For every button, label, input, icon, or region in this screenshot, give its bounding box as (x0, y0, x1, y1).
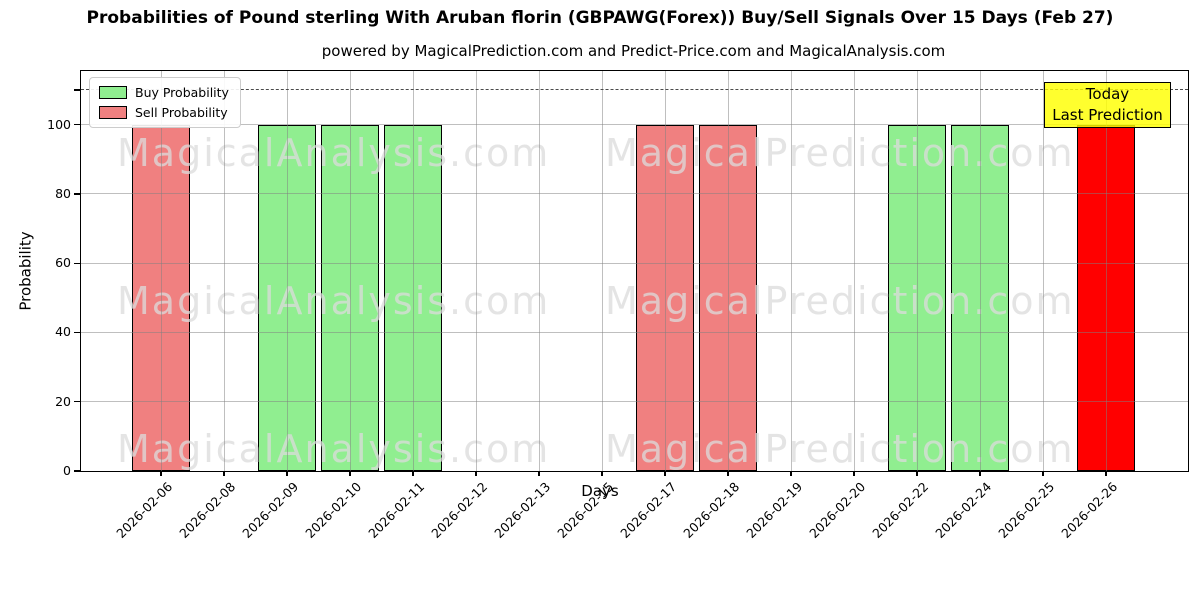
y-tick-mark (73, 193, 80, 195)
x-tick-label: 2026-02-25 (995, 479, 1058, 541)
legend-row: Sell Probability (99, 105, 229, 120)
grid-line-vertical (349, 71, 351, 471)
annotation-line-2: Last Prediction (1052, 106, 1163, 124)
x-tick-mark (979, 471, 981, 476)
plot-area: Probability Buy Probability Sell Probabil… (17, 70, 1189, 541)
grid-line-vertical (664, 71, 666, 471)
y-tick-label: 60 (55, 255, 71, 271)
y-axis-label: Probability (17, 231, 36, 311)
y-tick-label: 0 (63, 463, 71, 479)
x-tick-label: 2026-02-17 (617, 479, 680, 541)
x-tick-mark (853, 471, 855, 476)
annotation-line-1: Today (1085, 85, 1130, 103)
grid-line-vertical (1105, 71, 1107, 471)
y-axis-label-column: Probability (15, 71, 37, 471)
x-tick-label: 2026-02-11 (365, 479, 428, 541)
y-tick-label: 80 (55, 186, 71, 202)
grid-line-horizontal (81, 262, 1188, 264)
x-tick-label: 2026-02-13 (491, 479, 554, 541)
grid-line-vertical (538, 71, 540, 471)
y-tick-label: 40 (55, 324, 71, 340)
grid-line-vertical (412, 71, 414, 471)
legend-swatch (99, 86, 127, 99)
legend-row: Buy Probability (99, 85, 229, 100)
grid-line-vertical (727, 71, 729, 471)
x-tick-label: 2026-02-26 (1058, 479, 1121, 541)
grid-line-horizontal (81, 124, 1188, 126)
grid-line-vertical (601, 71, 603, 471)
x-tick-label: 2026-02-20 (806, 479, 869, 541)
grid-line-vertical (853, 71, 855, 471)
legend-label: Sell Probability (135, 105, 228, 120)
x-axis-label: Days (581, 482, 619, 500)
x-tick-mark (160, 471, 162, 476)
grid-line-horizontal (81, 401, 1188, 403)
x-tick-label: 2026-02-12 (428, 479, 491, 541)
x-tick-mark (475, 471, 477, 476)
today-annotation: Today Last Prediction (1044, 82, 1171, 128)
threshold-dashed-line (81, 89, 1188, 91)
legend: Buy Probability Sell Probability (89, 77, 241, 128)
grid-line-horizontal (81, 193, 1188, 195)
x-tick-label: 2026-02-19 (743, 479, 806, 541)
grid-line-vertical (979, 71, 981, 471)
x-tick-label: 2026-02-18 (680, 479, 743, 541)
grid-line-vertical (223, 71, 225, 471)
y-tick-mark (73, 124, 80, 126)
x-tick-mark (412, 471, 414, 476)
grid-line-vertical (286, 71, 288, 471)
x-tick-mark (727, 471, 729, 476)
grid-line-vertical (160, 71, 162, 471)
legend-label: Buy Probability (135, 85, 229, 100)
x-tick-mark (223, 471, 225, 476)
grid-line-vertical (1042, 71, 1044, 471)
x-tick-mark (601, 471, 603, 476)
x-tick-mark (1105, 471, 1107, 476)
chart-subtitle: powered by MagicalPrediction.com and Pre… (321, 42, 946, 60)
y-tick-mark (73, 401, 80, 403)
legend-swatch (99, 106, 127, 119)
x-tick-label: 2026-02-06 (113, 479, 176, 541)
y-tick-label: 20 (55, 393, 71, 409)
x-tick-mark (664, 471, 666, 476)
x-tick-label: 2026-02-24 (932, 479, 995, 541)
grid-line-vertical (475, 71, 477, 471)
x-tick-label: 2026-02-22 (869, 479, 932, 541)
x-tick-label: 2026-02-08 (176, 479, 239, 541)
x-tick-label: 2026-02-10 (302, 479, 365, 541)
x-tick-label: 2026-02-09 (239, 479, 302, 541)
x-tick-mark (916, 471, 918, 476)
grid-line-horizontal (81, 331, 1188, 333)
y-tick-label: 100 (47, 116, 71, 132)
x-tick-mark (286, 471, 288, 476)
grid-line-vertical (790, 71, 792, 471)
grid-line-vertical (916, 71, 918, 471)
y-tick-mark (73, 89, 80, 91)
x-tick-mark (790, 471, 792, 476)
y-tick-mark (73, 331, 80, 334)
x-tick-mark (349, 471, 351, 476)
chart-title: Probabilities of Pound sterling With Aru… (86, 8, 1114, 28)
x-tick-mark (538, 471, 540, 476)
x-tick-mark (1042, 471, 1044, 476)
y-tick-mark (73, 470, 80, 472)
y-tick-mark (73, 262, 80, 264)
